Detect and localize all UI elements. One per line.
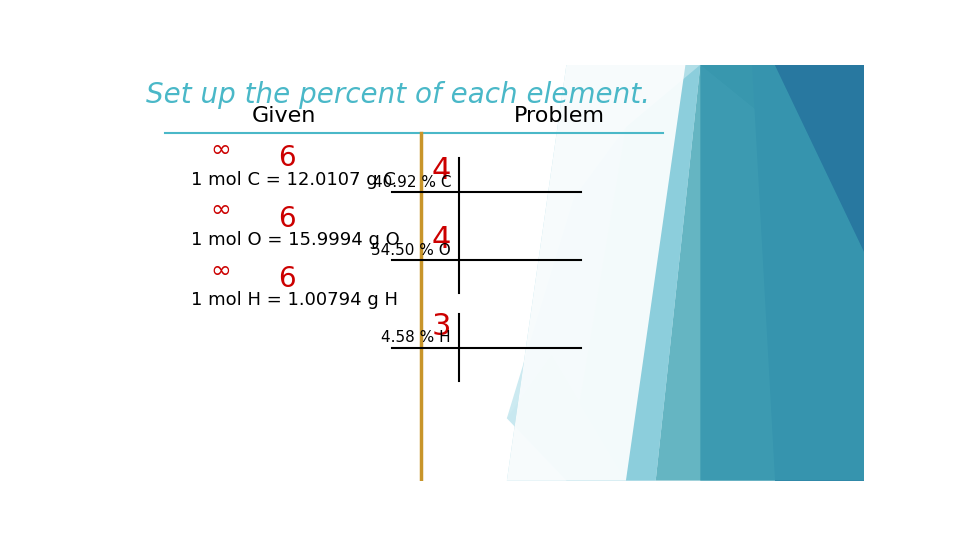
Text: Given: Given — [252, 106, 316, 126]
Polygon shape — [753, 65, 864, 481]
Text: 54.50 % O: 54.50 % O — [372, 243, 451, 258]
Text: 3: 3 — [432, 312, 451, 341]
Text: 1 mol H = 1.00794 g H: 1 mol H = 1.00794 g H — [191, 292, 397, 309]
Polygon shape — [566, 65, 701, 481]
Text: 4: 4 — [432, 156, 451, 185]
Text: 40.92 % C: 40.92 % C — [372, 174, 451, 190]
Text: 6: 6 — [278, 205, 297, 233]
Polygon shape — [656, 65, 864, 481]
Text: 6: 6 — [278, 265, 297, 293]
Text: 4: 4 — [432, 225, 451, 254]
Polygon shape — [507, 65, 701, 481]
Polygon shape — [507, 356, 626, 481]
Text: ∞: ∞ — [210, 138, 230, 162]
Text: Set up the percent of each element.: Set up the percent of each element. — [146, 82, 650, 110]
Text: ∞: ∞ — [210, 259, 230, 282]
Polygon shape — [701, 65, 864, 198]
Polygon shape — [507, 65, 685, 481]
Text: 1 mol O = 15.9994 g O: 1 mol O = 15.9994 g O — [191, 231, 399, 249]
Text: 6: 6 — [278, 144, 297, 172]
Polygon shape — [507, 127, 626, 481]
Text: ∞: ∞ — [210, 198, 230, 222]
Text: 4.58 % H: 4.58 % H — [381, 330, 451, 346]
Polygon shape — [701, 65, 864, 481]
Text: Problem: Problem — [514, 106, 605, 126]
Text: 1 mol C = 12.0107 g C: 1 mol C = 12.0107 g C — [191, 171, 396, 189]
